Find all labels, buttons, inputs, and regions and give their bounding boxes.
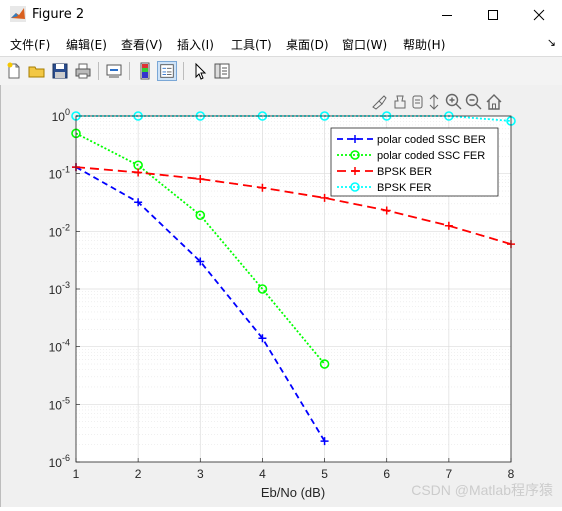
x-tick-label: 7	[446, 467, 453, 481]
y-tick-label: 10-3	[49, 280, 70, 297]
menu-window[interactable]: 窗口(W)	[342, 38, 388, 52]
data-point	[444, 221, 453, 230]
data-point	[258, 334, 267, 343]
y-tick-label: 10-4	[49, 338, 70, 355]
series-2	[72, 163, 515, 249]
toolbar-separator	[129, 62, 130, 80]
series-line	[75, 166, 512, 245]
data-point	[196, 257, 205, 266]
matlab-logo-icon	[10, 6, 26, 22]
legend-entry: polar coded SSC FER	[337, 150, 485, 162]
save-icon[interactable]	[50, 61, 70, 81]
data-point	[319, 359, 330, 369]
data-point	[258, 183, 267, 192]
data-point	[320, 193, 329, 202]
menu-desktop[interactable]: 桌面(D)	[286, 38, 329, 52]
legend[interactable]: polar coded SSC BER polar coded SSC FER BP…	[330, 127, 499, 197]
x-tick-label: 2	[135, 467, 142, 481]
legend-label: BPSK BER	[377, 166, 432, 178]
close-icon	[533, 9, 545, 21]
legend-marker	[350, 150, 360, 160]
axes-toolbar	[372, 93, 502, 110]
open-file-icon[interactable]	[27, 61, 47, 81]
home-icon[interactable]	[486, 94, 502, 110]
legend-label: polar coded SSC BER	[377, 134, 486, 146]
legend-marker	[351, 167, 359, 175]
y-tick-label: 10-1	[49, 165, 70, 182]
minimize-button[interactable]	[424, 0, 470, 30]
legend-label: polar coded SSC FER	[377, 150, 485, 162]
colorbar-icon[interactable]	[135, 61, 155, 81]
link-icon[interactable]	[104, 61, 124, 81]
data-point	[257, 284, 268, 294]
zoom-in-icon[interactable]	[445, 93, 462, 110]
data-point	[320, 437, 329, 446]
print-icon[interactable]	[73, 61, 93, 81]
title-bar: Figure 2	[0, 0, 562, 30]
property-editor-icon[interactable]	[212, 61, 232, 81]
menu-overflow-icon[interactable]: ↘	[546, 36, 556, 49]
data-point	[195, 210, 206, 221]
x-axis-label: Eb/No (dB)	[261, 485, 325, 500]
data-point	[134, 168, 143, 177]
series-line	[75, 132, 326, 365]
minor-grid	[76, 118, 511, 445]
legend-entry: polar coded SSC BER	[337, 134, 486, 146]
brush-icon[interactable]	[372, 95, 387, 110]
figure-canvas: 1 2 3 4 5 6 7 8 100 10-1 10-2 10-3 10-4 10-5 10-6 Eb/N…	[0, 85, 562, 507]
x-tick-label: 3	[197, 467, 204, 481]
figure-toolbar	[0, 56, 562, 86]
menu-tools[interactable]: 工具(T)	[231, 38, 272, 52]
axis-ticks: 1 2 3 4 5 6 7 8 100 10-1 10-2 10-3 10-4 10-5 10-6	[49, 107, 515, 481]
pan-icon[interactable]	[412, 95, 423, 109]
new-figure-icon[interactable]	[4, 61, 24, 81]
legend-icon[interactable]	[157, 61, 177, 81]
data-point	[196, 174, 205, 183]
x-tick-label: 1	[73, 467, 80, 481]
legend-entry: BPSK BER	[337, 166, 432, 178]
legend-marker	[351, 135, 359, 143]
menu-view[interactable]: 查看(V)	[121, 38, 163, 52]
toolbar-separator	[183, 62, 184, 80]
data-point	[382, 206, 391, 215]
menu-edit[interactable]: 编辑(E)	[66, 38, 107, 52]
legend-label: BPSK FER	[377, 182, 431, 194]
legend-marker	[350, 182, 360, 192]
menu-file[interactable]: 文件(F)	[10, 38, 51, 52]
maximize-button[interactable]	[470, 0, 516, 30]
menu-insert[interactable]: 插入(I)	[177, 38, 214, 52]
watermark: CSDN @Matlab程序猿	[411, 482, 553, 498]
x-tick-label: 6	[383, 467, 390, 481]
toolbar-separator	[98, 62, 99, 80]
window-title: Figure 2	[32, 7, 85, 22]
maximize-icon	[488, 10, 498, 20]
rotate-icon[interactable]	[429, 94, 439, 110]
x-tick-label: 4	[259, 467, 266, 481]
x-tick-label: 5	[321, 467, 328, 481]
y-tick-label: 100	[52, 107, 70, 124]
data-tips-icon[interactable]	[394, 95, 406, 109]
x-tick-label: 8	[508, 467, 515, 481]
y-tick-label: 10-6	[49, 453, 70, 470]
data-point	[134, 198, 143, 207]
pointer-icon[interactable]	[190, 61, 210, 81]
plot-svg[interactable]: 1 2 3 4 5 6 7 8 100 10-1 10-2 10-3 10-4 10-5 10-6 Eb/N…	[1, 85, 561, 507]
zoom-out-icon[interactable]	[465, 93, 482, 110]
y-tick-label: 10-5	[49, 395, 70, 412]
minimize-icon	[442, 15, 452, 16]
y-tick-label: 10-2	[49, 222, 70, 239]
close-button[interactable]	[516, 0, 562, 30]
menu-help[interactable]: 帮助(H)	[403, 38, 446, 52]
menu-bar: 文件(F) 编辑(E) 查看(V) 插入(I) 工具(T) 桌面(D) 窗口(W…	[0, 30, 562, 56]
legend-entry: BPSK FER	[337, 182, 431, 194]
